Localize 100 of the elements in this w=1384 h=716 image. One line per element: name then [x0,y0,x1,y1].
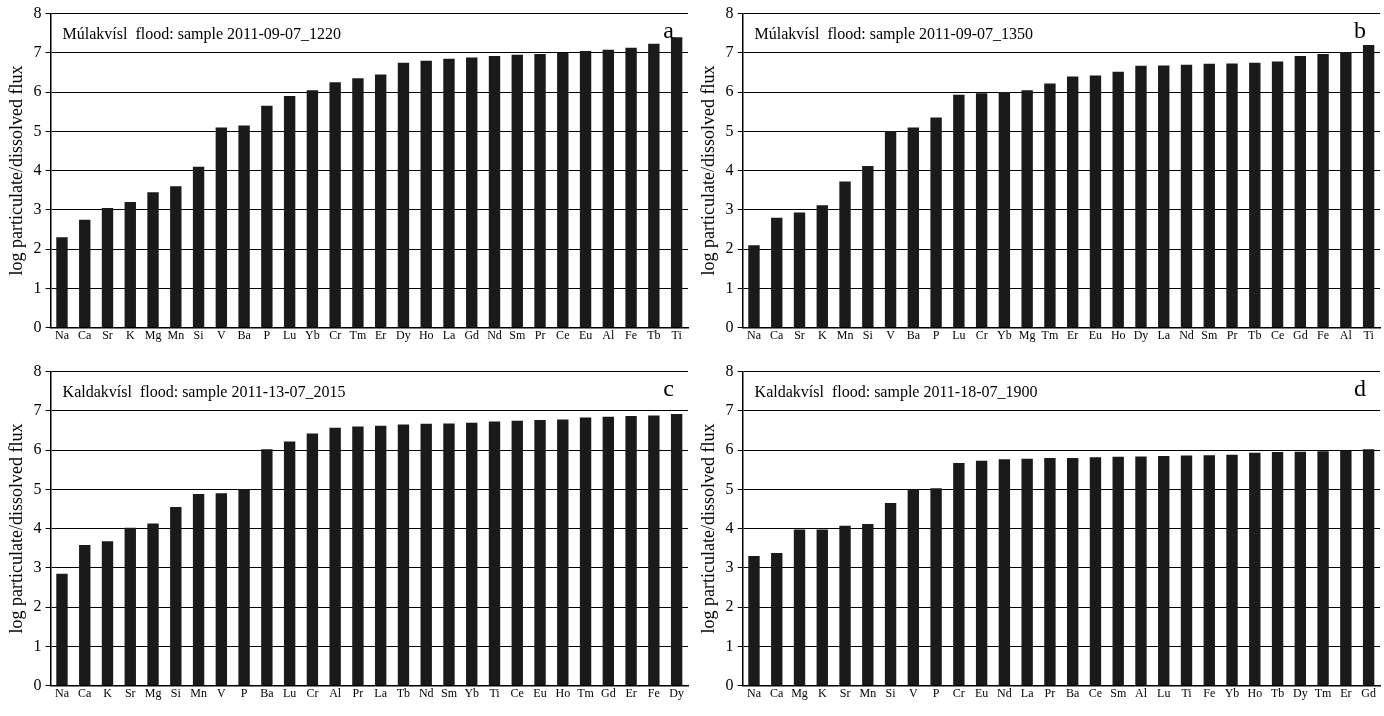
y-axis-title: log particulate/dissolved flux [697,423,718,634]
bar [397,424,410,686]
bar [261,105,273,328]
x-tick-label: Yb [1224,685,1240,700]
x-tick-label: Gd [464,327,480,342]
x-tick-label: Na [746,327,762,342]
bar [420,423,432,686]
bar [648,415,660,686]
y-tick-label: 6 [725,440,734,458]
x-tick-label: P [932,685,940,700]
bar [748,556,760,686]
bar [839,525,851,686]
y-tick-label: 2 [725,597,734,615]
bar [488,421,501,686]
x-tick-label: Fe [1203,685,1216,700]
bar [1249,452,1261,686]
x-tick-label: Er [1067,327,1079,342]
y-tick-label: 1 [725,636,734,654]
x-tick-label: Al [602,327,615,342]
bar [1066,457,1079,686]
x-tick-label: Tb [1270,685,1285,700]
bar [930,117,942,328]
bar [170,507,182,686]
x-tick-label: Ca [78,685,93,700]
x-tick-label: Mn [836,327,854,342]
y-tick-label: 3 [725,200,734,218]
bar [79,219,91,328]
text: Múlakvísl flood: sample 2011-09-07_1350 [754,25,1034,44]
bar [1271,452,1284,686]
y-tick-label: 2 [725,239,734,257]
x-tick-label: Lu [282,327,297,342]
bar [907,127,920,328]
y-tick-label: 8 [33,3,42,21]
bar [1021,90,1033,328]
bar [1226,63,1238,328]
bar [147,192,159,328]
bar [397,62,410,328]
x-tick-label: Si [193,327,205,342]
x-tick-label: Tm [349,327,367,342]
bar [1044,457,1056,686]
x-tick-label: Gd [600,685,616,700]
y-tick-label: 3 [33,558,42,576]
bar [1317,451,1329,686]
bar [670,37,683,328]
x-tick-label: Cr [329,327,342,342]
x-tick-label: Yb [464,685,480,700]
bar [625,47,637,328]
x-tick-label: Ce [556,327,570,342]
x-tick-label: Tm [577,685,595,700]
y-tick-label: 5 [33,121,42,139]
y-tick-label: 6 [33,82,42,100]
bar [625,415,637,686]
bar [1112,71,1124,328]
x-tick-label: Yb [305,327,320,342]
bar [748,245,760,328]
x-tick-label: Na [54,685,70,700]
bar [1089,75,1102,328]
bar [1294,451,1307,686]
x-tick-label: Eu [533,685,547,700]
x-tick-label: Pr [534,327,546,342]
y-tick-label: 8 [725,361,734,379]
bar [170,186,182,328]
x-tick-label: Sm [1201,327,1218,342]
x-tick-label: P [240,685,248,700]
bar [147,523,159,686]
bar [557,52,569,328]
x-tick-label: Tb [396,685,411,700]
x-tick-label: Si [862,327,874,342]
bar [238,489,250,686]
bar [215,127,228,328]
bar [1226,454,1238,686]
x-tick-label: Cr [952,685,965,700]
y-tick-label: 1 [33,636,42,654]
x-tick-label: Cr [975,327,988,342]
x-tick-label: Sm [1110,685,1127,700]
x-tick-label: Tb [1248,327,1262,342]
x-tick-label: Ca [770,685,785,700]
x-tick-label: Ba [237,327,252,342]
x-tick-label: Eu [974,685,989,700]
annotation: a [663,16,675,43]
bar [1340,52,1352,328]
y-tick-label: 5 [33,479,42,497]
bar [884,503,897,686]
x-tick-label: Ho [555,685,571,700]
bar [101,207,114,328]
x-tick-label: Ba [1066,685,1081,700]
x-tick-label: Dy [1133,327,1149,342]
bar [56,573,68,686]
x-tick-label: Al [1134,685,1148,700]
x-tick-label: Lu [282,685,297,700]
bar [1112,456,1124,686]
bar [1340,450,1352,686]
y-tick-label: 1 [725,278,734,296]
bar [975,460,988,686]
bar [1271,61,1284,328]
bar [839,181,851,328]
bar [953,94,965,328]
x-tick-label: Sr [839,685,851,700]
bar [261,449,273,686]
y-tick-label: 7 [725,43,734,61]
